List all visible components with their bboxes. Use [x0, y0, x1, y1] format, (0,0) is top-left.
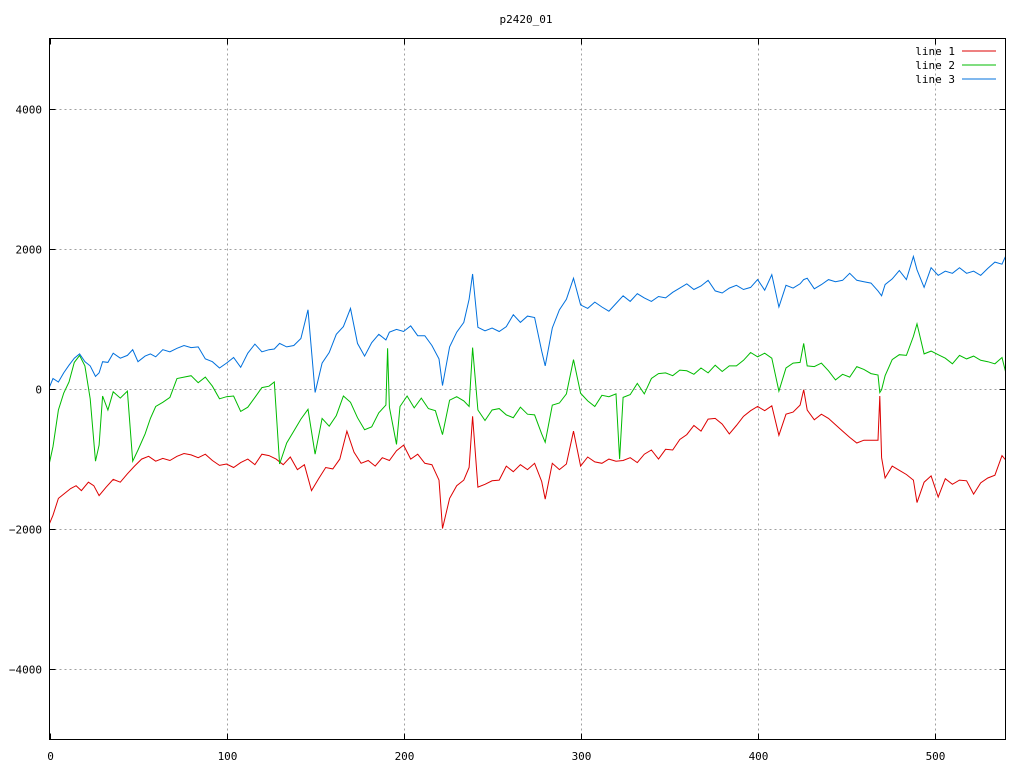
legend-label-3: line 3 [915, 73, 955, 86]
x-tick-label: 200 [395, 750, 415, 763]
series-line-3 [49, 254, 1006, 393]
y-tick-label: 0 [35, 384, 42, 397]
axis-ticks: 0 100 200 300 400 500 −4000 −2000 0 2000 4000 [9, 38, 1006, 763]
grid-lines [49, 38, 1006, 740]
legend-label-2: line 2 [915, 59, 955, 72]
plot-frame [49, 38, 1006, 740]
x-tick-label: 500 [926, 750, 946, 763]
y-tick-label: 4000 [16, 104, 43, 117]
y-tick-label: −2000 [9, 524, 42, 537]
x-tick-label: 0 [47, 750, 54, 763]
series-lines [49, 254, 1006, 529]
chart-title: p2420_01 [500, 13, 553, 26]
series-line-1 [49, 389, 1006, 529]
y-tick-label: 2000 [16, 244, 43, 257]
legend-label-1: line 1 [915, 45, 955, 58]
x-tick-label: 400 [749, 750, 769, 763]
x-tick-label: 300 [572, 750, 592, 763]
y-tick-label: −4000 [9, 664, 42, 677]
series-line-2 [49, 321, 1006, 465]
x-tick-label: 100 [218, 750, 238, 763]
